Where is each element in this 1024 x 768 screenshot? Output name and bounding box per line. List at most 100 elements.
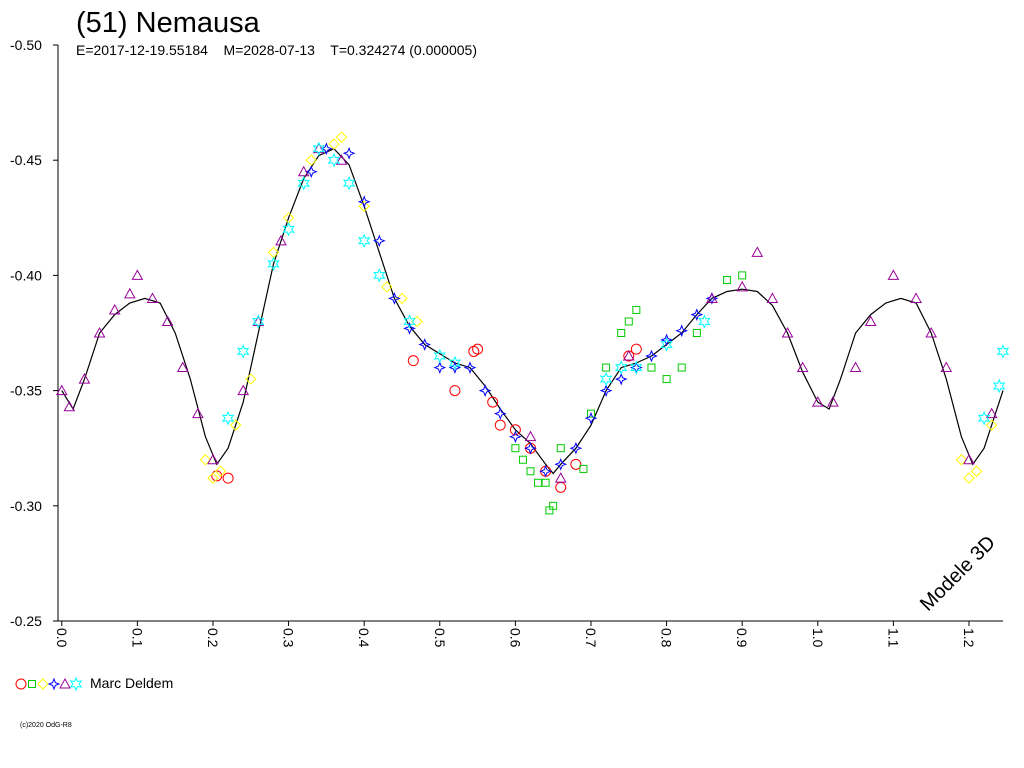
data-point xyxy=(63,400,76,412)
data-point xyxy=(342,146,356,160)
x-tick-label: 0.1 xyxy=(129,628,145,648)
data-point xyxy=(357,233,371,249)
data-point xyxy=(524,430,537,442)
data-point xyxy=(586,409,595,418)
model-curve xyxy=(61,147,1004,475)
x-tick-label: 0.7 xyxy=(583,628,599,648)
data-point xyxy=(108,303,121,315)
data-point xyxy=(599,371,613,387)
data-point xyxy=(509,424,521,436)
y-tick-label: -0.30 xyxy=(10,498,42,514)
data-point xyxy=(624,317,633,326)
data-point xyxy=(849,361,862,373)
data-point xyxy=(214,465,227,477)
data-point xyxy=(207,453,219,465)
data-point xyxy=(555,481,567,493)
legend-marker xyxy=(28,680,36,688)
data-point xyxy=(579,464,588,473)
data-point xyxy=(706,292,718,303)
y-tick-label: -0.35 xyxy=(10,383,42,399)
data-point xyxy=(540,465,552,477)
data-point xyxy=(518,455,527,464)
data-point xyxy=(320,142,333,156)
data-point xyxy=(478,384,492,397)
x-tick-label: 0.4 xyxy=(356,628,372,648)
data-point xyxy=(161,315,174,326)
data-point xyxy=(781,326,794,338)
data-point xyxy=(252,315,265,326)
data-point xyxy=(584,411,598,425)
x-tick-label: 0.6 xyxy=(507,628,523,648)
data-point xyxy=(677,363,686,372)
data-point xyxy=(146,292,159,303)
data-point xyxy=(192,407,204,419)
data-point xyxy=(252,314,265,329)
x-tick-label: 0.2 xyxy=(205,628,221,648)
data-point xyxy=(738,271,747,280)
x-tick-label: 0.3 xyxy=(281,628,297,648)
data-point xyxy=(751,246,764,257)
x-tick-label: 1.0 xyxy=(810,628,826,648)
data-point xyxy=(297,175,310,191)
data-point xyxy=(448,355,462,371)
data-point xyxy=(468,345,480,357)
data-point xyxy=(494,419,506,431)
data-point xyxy=(647,363,656,372)
y-tick-label: -0.40 xyxy=(10,267,42,283)
data-point xyxy=(599,384,613,397)
data-point xyxy=(358,200,370,212)
data-point xyxy=(342,175,356,191)
data-point xyxy=(245,373,257,385)
data-point xyxy=(312,142,325,154)
data-point xyxy=(549,501,558,510)
data-point xyxy=(357,195,371,209)
data-point xyxy=(403,314,416,329)
data-point xyxy=(736,280,749,292)
data-point xyxy=(275,234,287,246)
data-point xyxy=(955,454,968,466)
data-point xyxy=(472,343,484,355)
y-tick-label: -0.50 xyxy=(10,37,42,53)
data-point xyxy=(222,472,234,484)
data-point xyxy=(396,292,408,305)
legend-marker xyxy=(47,677,61,691)
data-point xyxy=(131,269,144,280)
data-point xyxy=(811,396,824,407)
data-point xyxy=(632,305,641,314)
data-point xyxy=(554,457,568,471)
data-point xyxy=(381,281,393,293)
data-point xyxy=(675,324,689,338)
data-point xyxy=(207,472,219,484)
x-tick-label: 0.0 xyxy=(54,628,70,648)
data-point xyxy=(335,154,348,165)
data-point xyxy=(509,430,522,444)
data-point xyxy=(199,454,212,466)
data-point xyxy=(698,314,711,329)
data-point xyxy=(541,478,550,487)
data-point xyxy=(463,361,477,374)
data-point xyxy=(305,154,317,166)
data-point xyxy=(630,360,643,375)
annotation: Modele 3D xyxy=(916,532,1000,616)
data-point xyxy=(403,322,416,335)
data-point xyxy=(692,329,701,337)
data-point xyxy=(539,464,552,478)
data-point xyxy=(985,407,998,419)
data-point xyxy=(614,372,628,386)
data-point xyxy=(524,441,537,455)
data-point xyxy=(534,478,543,487)
data-point xyxy=(449,385,461,397)
data-point xyxy=(312,141,326,156)
data-point xyxy=(796,361,809,373)
data-point xyxy=(963,472,975,484)
data-point xyxy=(569,441,583,455)
data-point xyxy=(662,375,671,384)
data-point xyxy=(78,373,91,384)
x-tick-label: 0.9 xyxy=(734,628,750,648)
data-point xyxy=(123,287,136,299)
data-point xyxy=(645,349,658,363)
data-point xyxy=(910,292,922,303)
x-tick-label: 1.2 xyxy=(961,628,977,648)
data-point xyxy=(304,165,318,179)
data-point xyxy=(614,360,628,375)
